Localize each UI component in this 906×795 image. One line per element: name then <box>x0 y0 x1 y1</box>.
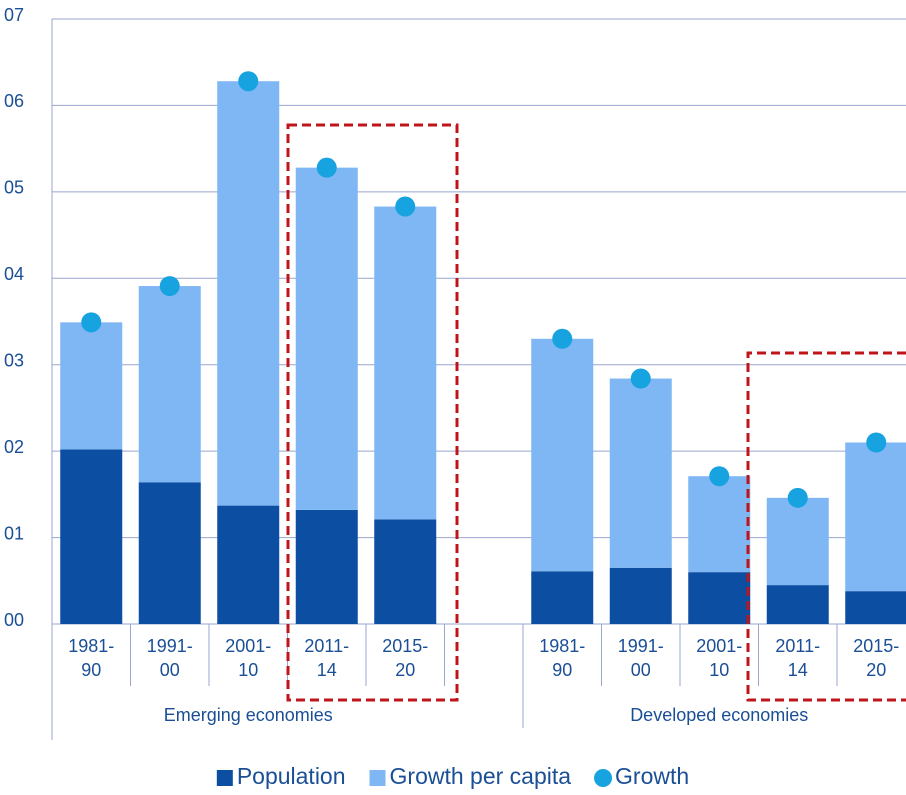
plot: Emerging economies Developed economies 198… <box>51 18 906 740</box>
dot <box>238 71 259 92</box>
x-tick-label: 2011- <box>304 636 349 656</box>
dot <box>866 432 887 453</box>
bar <box>60 322 123 450</box>
bar <box>531 338 594 572</box>
bar <box>295 167 358 510</box>
legend-label: Growth per capita <box>390 763 572 789</box>
legend-marker <box>594 769 613 787</box>
dot <box>552 328 573 349</box>
bar <box>138 286 201 483</box>
bar <box>217 505 280 624</box>
dot <box>395 196 416 217</box>
x-tick-label: 2015- <box>382 636 428 656</box>
x-tick-label: 14 <box>788 660 808 680</box>
x-tick-label: 2011- <box>775 636 820 656</box>
x-tick-label: 2001- <box>225 636 271 656</box>
dot <box>709 466 730 487</box>
legend-marker <box>369 770 386 786</box>
bar <box>845 442 906 592</box>
group-label: Emerging economies <box>164 705 333 725</box>
legend-label: Population <box>237 763 346 789</box>
bar <box>374 206 437 520</box>
bar <box>374 519 437 624</box>
x-tick-label: 00 <box>160 660 180 680</box>
bar <box>217 81 280 506</box>
x-tick-label: 1991- <box>147 636 193 656</box>
legend-marker <box>216 770 233 786</box>
group-label: Developed economies <box>630 705 808 725</box>
highlight-box <box>286 123 459 702</box>
x-tick-label: 20 <box>866 660 886 680</box>
x-tick-label: 20 <box>395 660 415 680</box>
dot <box>630 368 651 389</box>
x-tick-label: 90 <box>552 660 572 680</box>
y-tick-label: 02 <box>4 437 24 457</box>
legend: Population Growth per capita Growth <box>216 763 689 789</box>
x-tick-label: 14 <box>317 660 337 680</box>
bar <box>845 591 906 624</box>
x-tick-label: 1981- <box>539 636 585 656</box>
bar <box>766 585 829 624</box>
dot <box>81 312 102 333</box>
legend-label: Growth <box>615 763 689 789</box>
x-tick-label: 1981- <box>68 636 114 656</box>
y-tick-label: 05 <box>4 178 24 198</box>
bar <box>531 571 594 624</box>
x-tick-label: 2001- <box>696 636 742 656</box>
y-tick-label: 03 <box>4 350 24 370</box>
dot <box>787 487 808 508</box>
y-tick-label: 07 <box>4 5 24 25</box>
bar <box>138 482 201 624</box>
bar <box>609 567 672 624</box>
dot <box>159 276 180 297</box>
x-tick-label: 90 <box>81 660 101 680</box>
highlight-box <box>746 351 906 702</box>
bar <box>60 449 123 624</box>
y-tick-label: 00 <box>4 610 24 630</box>
bar <box>688 572 751 624</box>
x-tick-label: 1991- <box>618 636 664 656</box>
y-tick-label: 06 <box>4 91 24 111</box>
x-tick-label: 10 <box>709 660 729 680</box>
bar <box>688 476 751 573</box>
dot <box>316 157 337 178</box>
bar <box>295 509 358 624</box>
x-tick-label: 10 <box>238 660 258 680</box>
y-tick-label: 04 <box>4 264 24 284</box>
bar <box>766 497 829 586</box>
x-tick-label: 00 <box>631 660 651 680</box>
bar <box>609 378 672 568</box>
x-tick-label: 2015- <box>853 636 899 656</box>
y-tick-label: 01 <box>4 523 24 543</box>
